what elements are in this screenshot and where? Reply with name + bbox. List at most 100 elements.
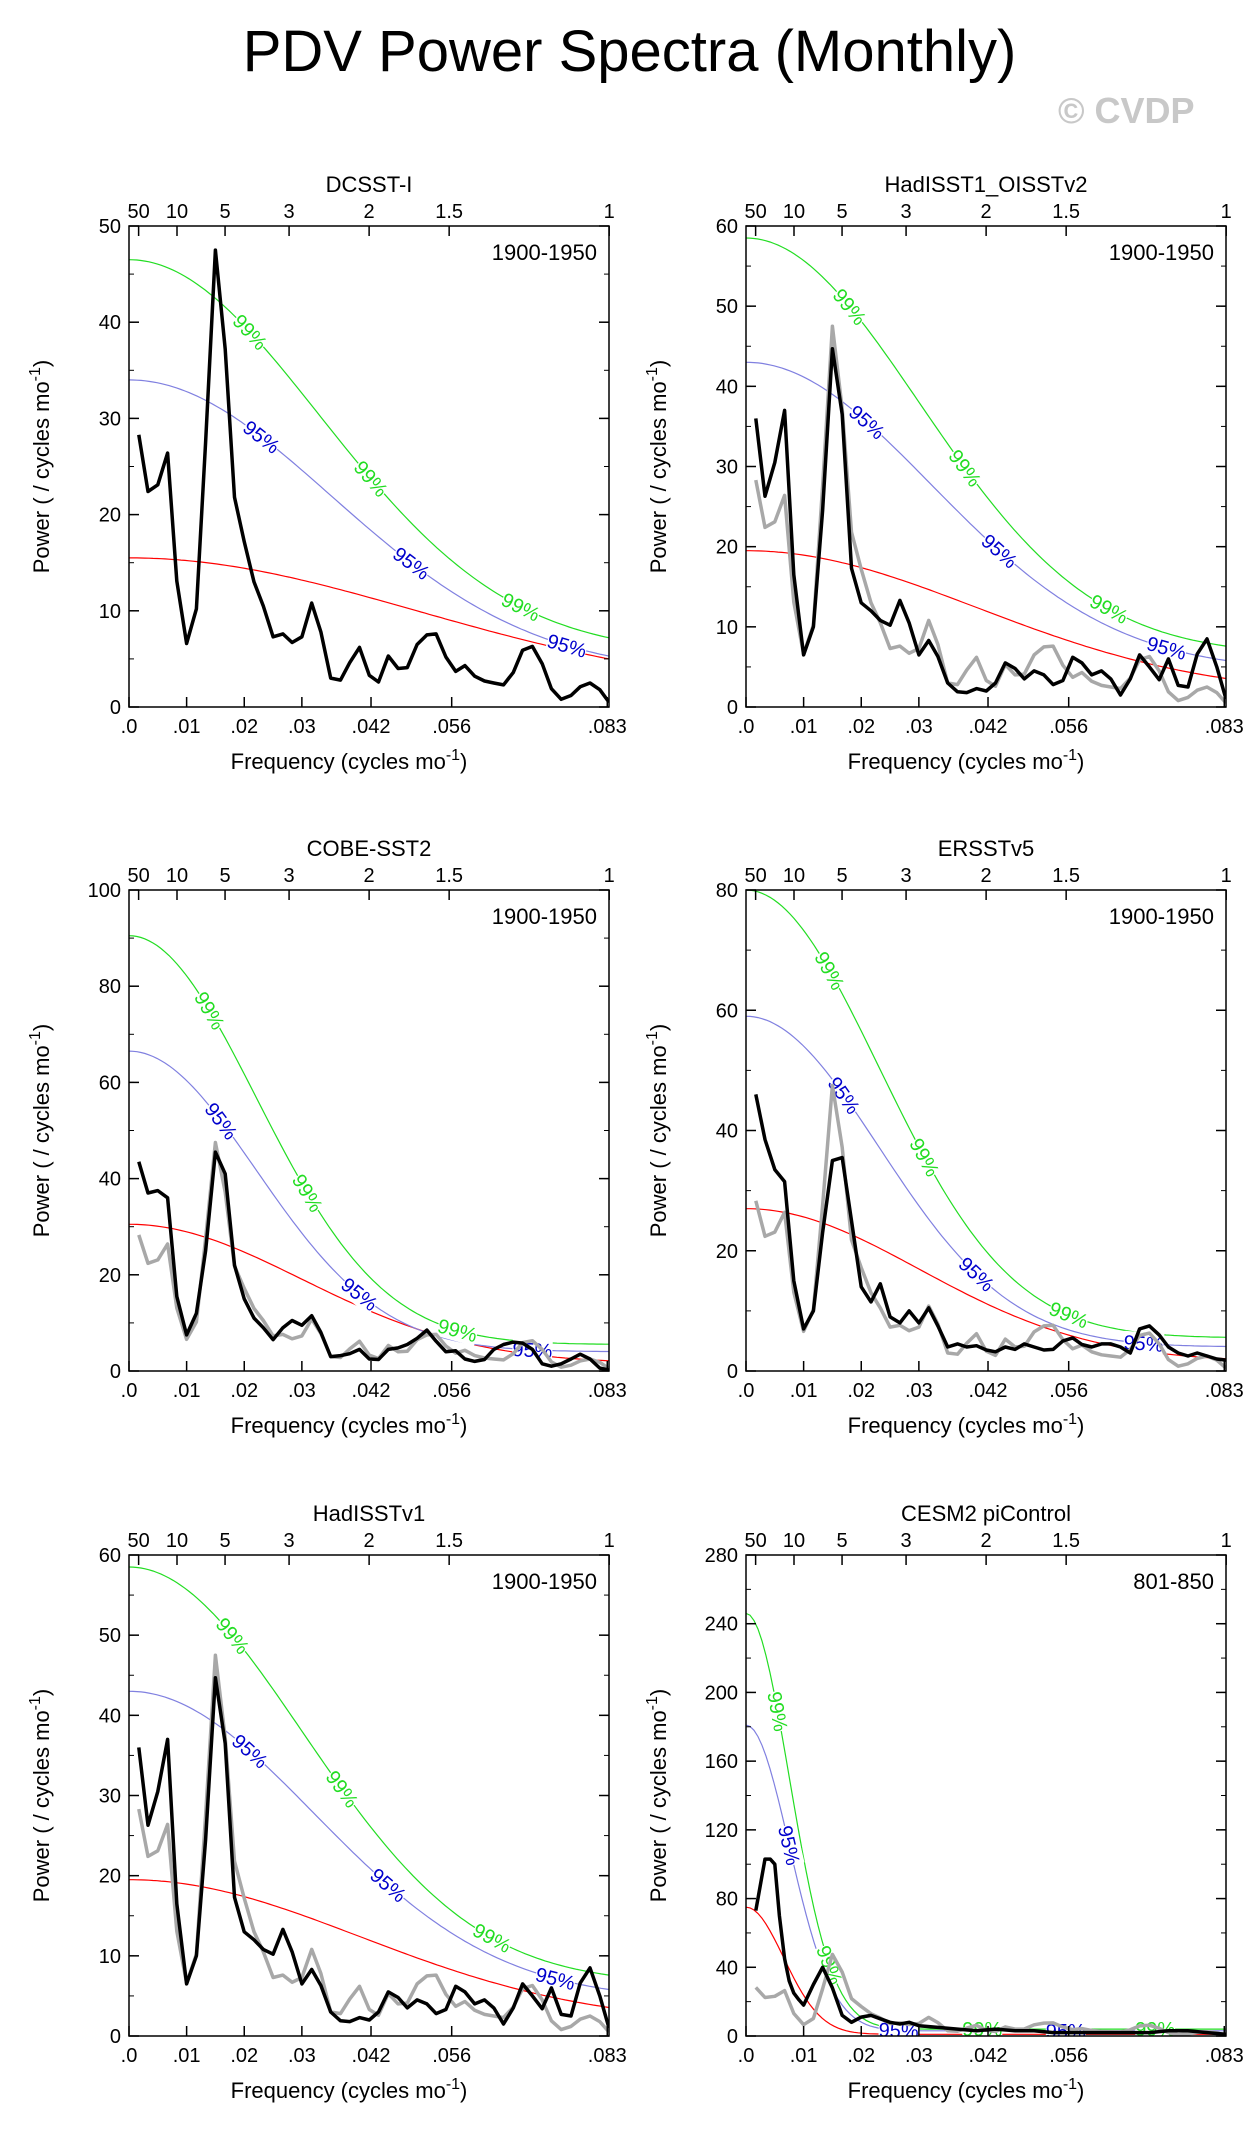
spectrum-panel: 99%99%99%95%95%95%020406080.0.01.02.03.0… — [644, 836, 1244, 1438]
y-tick-label: 10 — [99, 601, 121, 623]
y-tick-label: 240 — [705, 1614, 738, 1636]
figure-title: PDV Power Spectra (Monthly) — [242, 19, 1017, 84]
x-tick-label: .056 — [432, 716, 471, 738]
x-tick-label: .01 — [173, 2045, 201, 2067]
observed-spectrum-line — [137, 248, 609, 704]
y-tick-label: 60 — [716, 216, 738, 238]
x-tick-label: .0 — [738, 716, 755, 738]
y-tick-label: 0 — [110, 1361, 121, 1383]
x-tick-label: .01 — [173, 1380, 201, 1402]
sig95-label: 95% — [544, 630, 589, 662]
period-range-label: 801-850 — [1133, 1569, 1214, 1594]
y-tick-label: 0 — [110, 697, 121, 719]
x-tick-label: .0 — [738, 2045, 755, 2067]
period-tick-label: 50 — [127, 1530, 149, 1552]
panel-title: CESM2 piControl — [901, 1501, 1071, 1526]
y-tick-label: 60 — [99, 1072, 121, 1094]
x-axis-label: Frequency (cycles mo-1) — [848, 2076, 1085, 2103]
y-tick-label: 20 — [99, 1866, 121, 1888]
x-tick-label: .03 — [905, 2045, 933, 2067]
sig99-label: 99% — [809, 948, 848, 994]
y-tick-label: 40 — [716, 1957, 738, 1979]
x-tick-label: .083 — [588, 2045, 627, 2067]
period-tick-label: 50 — [744, 1530, 766, 1552]
x-tick-label: .0 — [738, 1380, 755, 1402]
x-axis-label: Frequency (cycles mo-1) — [848, 1411, 1085, 1438]
x-tick-label: .056 — [1049, 716, 1088, 738]
period-tick-label: 2 — [364, 865, 375, 887]
y-tick-label: 40 — [99, 312, 121, 334]
period-tick-label: 2 — [364, 1530, 375, 1552]
sig99-label: 99% — [321, 1767, 362, 1813]
period-range-label: 1900-1950 — [492, 1569, 597, 1594]
y-axis-label: Power ( / cycles mo-1) — [27, 360, 54, 574]
spectrum-panel: 99%99%99%95%95%95%0102030405060.0.01.02.… — [27, 1501, 627, 2103]
x-tick-label: .03 — [905, 716, 933, 738]
y-tick-label: 20 — [99, 505, 121, 527]
period-tick-label: 50 — [744, 865, 766, 887]
spectrum-panel: 99%99%99%95%95%95%0102030405060.0.01.02.… — [644, 172, 1244, 774]
period-range-label: 1900-1950 — [1109, 240, 1214, 265]
y-tick-label: 20 — [99, 1265, 121, 1287]
x-tick-label: .056 — [432, 2045, 471, 2067]
y-tick-label: 20 — [716, 537, 738, 559]
x-tick-label: .042 — [969, 1380, 1008, 1402]
y-tick-label: 10 — [99, 1946, 121, 1968]
y-tick-label: 30 — [716, 457, 738, 479]
x-tick-label: .056 — [432, 1380, 471, 1402]
period-tick-label: 2 — [981, 201, 992, 223]
y-tick-label: 60 — [99, 1545, 121, 1567]
y-tick-label: 40 — [716, 1121, 738, 1143]
x-axis-label: Frequency (cycles mo-1) — [848, 747, 1085, 774]
period-tick-label: 5 — [219, 1530, 230, 1552]
sig99-label: 99% — [943, 446, 985, 491]
period-tick-label: 1 — [1221, 865, 1232, 887]
period-tick-label: 1 — [604, 201, 615, 223]
y-tick-label: 60 — [716, 1000, 738, 1022]
x-tick-label: .02 — [847, 1380, 875, 1402]
y-axis-label: Power ( / cycles mo-1) — [644, 1024, 671, 1238]
cvdp-watermark: © CVDP — [1058, 90, 1195, 131]
observed-spectrum-line — [754, 1857, 1226, 2036]
panel-title: HadISST1_OISSTv2 — [885, 172, 1088, 197]
period-tick-label: 10 — [166, 865, 188, 887]
x-tick-label: .056 — [1049, 1380, 1088, 1402]
sig99-curve — [746, 237, 1226, 647]
period-tick-label: 5 — [836, 865, 847, 887]
y-tick-label: 100 — [88, 880, 121, 902]
observed-spectrum-line — [137, 1675, 609, 2029]
y-axis-label: Power ( / cycles mo-1) — [27, 1689, 54, 1903]
x-tick-label: .042 — [969, 716, 1008, 738]
y-axis-label: Power ( / cycles mo-1) — [644, 1689, 671, 1903]
period-tick-label: 1.5 — [1052, 865, 1080, 887]
sig99-label: 99% — [828, 285, 870, 330]
y-tick-label: 20 — [716, 1241, 738, 1263]
x-tick-label: .083 — [1205, 2045, 1244, 2067]
sig95-curve — [129, 1690, 609, 1991]
y-tick-label: 50 — [99, 1625, 121, 1647]
sig95-curve — [746, 1015, 1226, 1348]
y-tick-label: 80 — [716, 1889, 738, 1911]
x-axis-label: Frequency (cycles mo-1) — [231, 2076, 468, 2103]
x-tick-label: .03 — [288, 1380, 316, 1402]
plot-area: 99%99%99%95%95%95% — [129, 1566, 609, 2034]
y-tick-label: 50 — [99, 216, 121, 238]
x-tick-label: .03 — [905, 1380, 933, 1402]
sig95-label: 95% — [200, 1099, 242, 1144]
y-tick-label: 280 — [705, 1545, 738, 1567]
y-tick-label: 50 — [716, 296, 738, 318]
period-tick-label: 1.5 — [1052, 201, 1080, 223]
period-tick-label: 10 — [783, 201, 805, 223]
sig99-label: 99% — [1046, 1298, 1092, 1334]
period-tick-label: 1.5 — [435, 201, 463, 223]
period-tick-label: 2 — [364, 201, 375, 223]
sig99-label: 99% — [189, 988, 228, 1034]
sig95-label: 95% — [238, 417, 283, 459]
plot-area: 99%99%99%95%95%95% — [129, 935, 609, 1371]
period-tick-label: 3 — [284, 201, 295, 223]
period-tick-label: 3 — [284, 865, 295, 887]
panel-title: COBE-SST2 — [307, 836, 432, 861]
reference-spectrum-line — [754, 1083, 1226, 1370]
sig95-label: 95% — [388, 543, 433, 585]
